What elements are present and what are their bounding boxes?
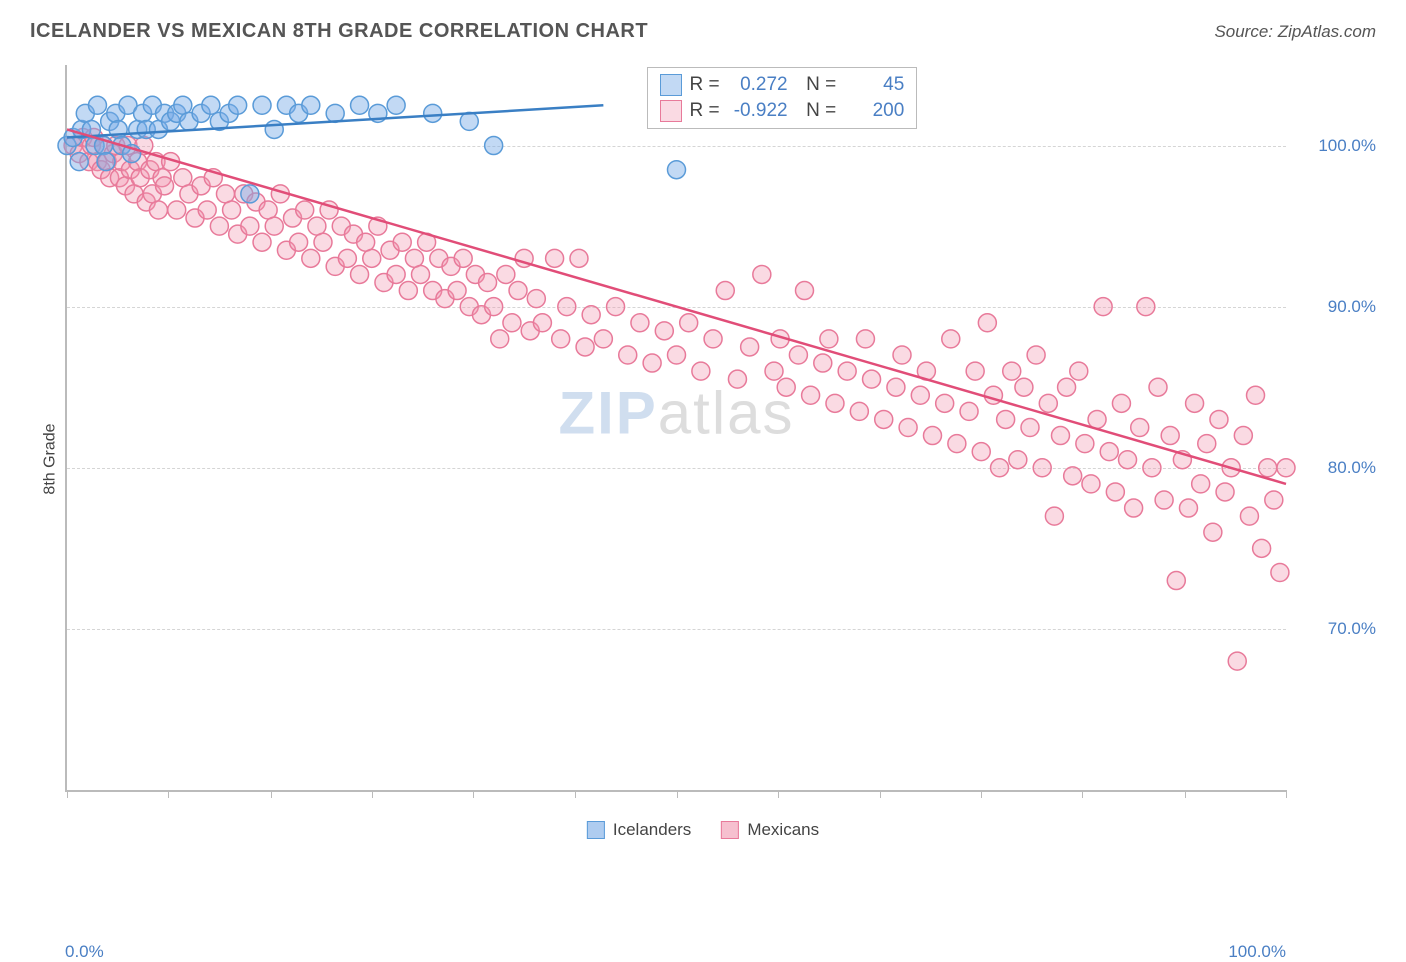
x-tick xyxy=(168,790,169,798)
stats-r-value: -0.922 xyxy=(728,100,788,122)
x-tick xyxy=(271,790,272,798)
correlation-stats-box: R = 0.272 N = 45 R = -0.922 N = 200 xyxy=(647,67,918,129)
stats-swatch xyxy=(660,74,682,96)
y-tick-label: 90.0% xyxy=(1296,297,1376,317)
source-label: Source: ZipAtlas.com xyxy=(1214,22,1376,42)
chart-title: ICELANDER VS MEXICAN 8TH GRADE CORRELATI… xyxy=(30,20,648,43)
legend-swatch xyxy=(721,821,739,839)
stats-row: R = 0.272 N = 45 xyxy=(660,74,905,96)
x-tick xyxy=(1185,790,1186,798)
stats-n-value: 45 xyxy=(844,74,904,96)
x-tick xyxy=(473,790,474,798)
legend-item: Icelanders xyxy=(587,820,691,840)
stats-n-value: 200 xyxy=(844,100,904,122)
y-axis-label: 8th Grade xyxy=(42,423,60,494)
y-tick-label: 70.0% xyxy=(1296,619,1376,639)
y-tick-label: 100.0% xyxy=(1296,136,1376,156)
x-tick xyxy=(677,790,678,798)
stats-r-label: R = xyxy=(690,74,720,96)
x-axis-max-label: 100.0% xyxy=(1228,942,1286,962)
legend-label: Icelanders xyxy=(613,820,691,840)
stats-r-value: 0.272 xyxy=(728,74,788,96)
y-tick-label: 80.0% xyxy=(1296,458,1376,478)
legend-item: Mexicans xyxy=(721,820,819,840)
x-tick xyxy=(981,790,982,798)
x-tick xyxy=(1286,790,1287,798)
chart-container: 8th Grade ZIPatlas R =0.272 N =45R =-0.9… xyxy=(20,55,1386,862)
x-tick xyxy=(67,790,68,798)
stats-n-label: N = xyxy=(796,74,837,96)
x-tick xyxy=(372,790,373,798)
stats-n-label: N = xyxy=(796,100,837,122)
x-axis-min-label: 0.0% xyxy=(65,942,104,962)
legend-label: Mexicans xyxy=(747,820,819,840)
stats-row: R = -0.922 N = 200 xyxy=(660,100,905,122)
x-tick xyxy=(880,790,881,798)
trend-line xyxy=(67,129,1286,483)
trend-lines-layer xyxy=(67,65,1286,790)
trend-line xyxy=(67,105,603,137)
x-tick xyxy=(575,790,576,798)
x-tick xyxy=(778,790,779,798)
legend: Icelanders Mexicans xyxy=(587,820,819,840)
stats-swatch xyxy=(660,100,682,122)
legend-swatch xyxy=(587,821,605,839)
plot-area: ZIPatlas R =0.272 N =45R =-0.922 N =200 … xyxy=(65,65,1286,792)
x-tick xyxy=(1082,790,1083,798)
stats-r-label: R = xyxy=(690,100,720,122)
